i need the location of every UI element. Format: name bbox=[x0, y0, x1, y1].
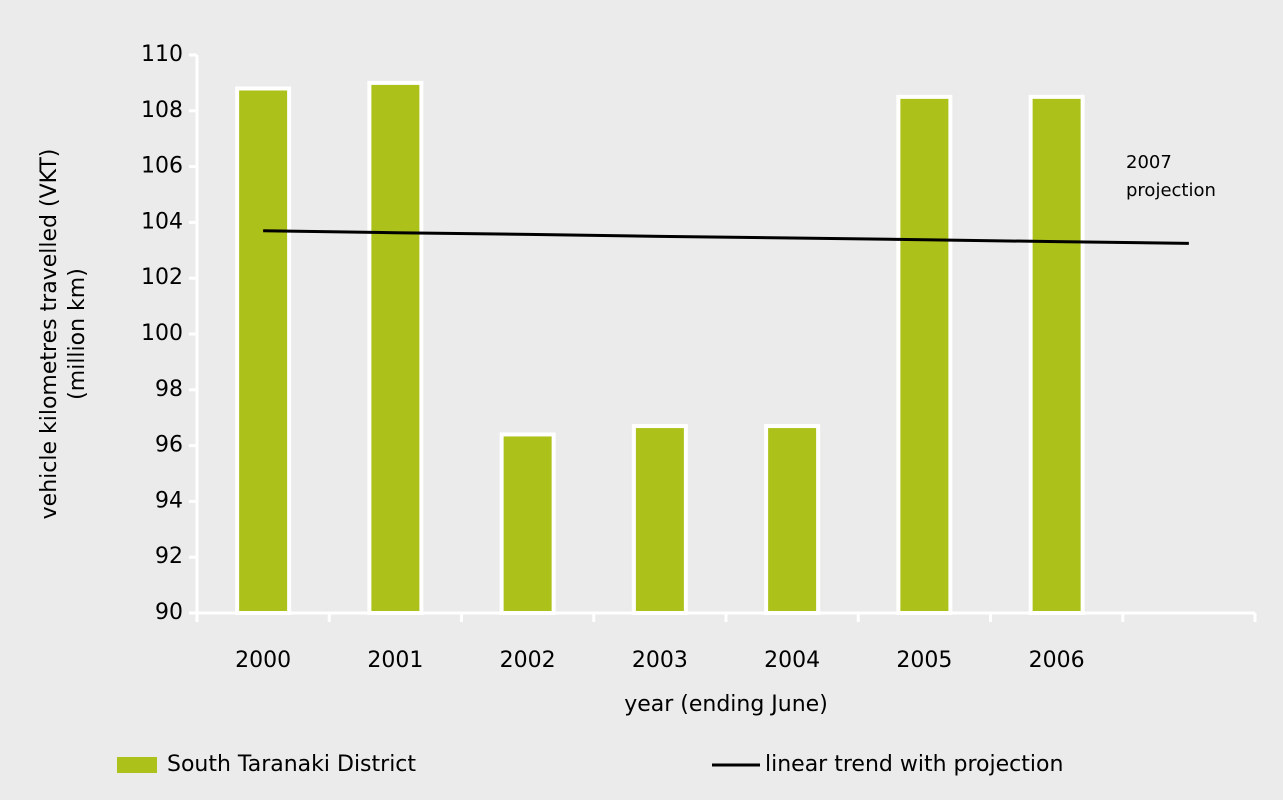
x-tick-label: 2005 bbox=[896, 648, 952, 673]
bar bbox=[1028, 94, 1085, 616]
x-tick-label: 2000 bbox=[235, 648, 291, 673]
bar bbox=[896, 94, 953, 616]
bar bbox=[367, 80, 424, 615]
y-tick-label: 104 bbox=[141, 209, 183, 234]
y-tick-label: 102 bbox=[141, 265, 183, 290]
legend-label: South Taranaki District bbox=[167, 752, 416, 777]
legend-label: linear trend with projection bbox=[765, 752, 1063, 777]
bar bbox=[631, 424, 688, 615]
y-tick-label: 100 bbox=[141, 321, 183, 346]
bar bbox=[235, 86, 292, 616]
y-tick-label: 106 bbox=[141, 154, 183, 179]
y-tick-label: 94 bbox=[155, 488, 183, 513]
y-tick-label: 92 bbox=[155, 544, 183, 569]
y-axis-title: vehicle kilometres travelled (VKT) (mill… bbox=[37, 149, 90, 520]
legend-swatch bbox=[117, 757, 157, 773]
bar bbox=[499, 432, 556, 615]
y-axis-title-line: vehicle kilometres travelled (VKT) bbox=[37, 149, 62, 520]
x-axis-title: year (ending June) bbox=[624, 692, 828, 717]
x-tick-label: 2001 bbox=[367, 648, 423, 673]
bar bbox=[764, 424, 821, 615]
x-tick-label: 2004 bbox=[764, 648, 820, 673]
y-tick-label: 108 bbox=[141, 98, 183, 123]
y-tick-label: 90 bbox=[155, 600, 183, 625]
annotation: 2007 bbox=[1126, 152, 1172, 173]
trend-line bbox=[263, 229, 1189, 245]
x-tick-label: 2002 bbox=[500, 648, 556, 673]
x-tick-label: 2006 bbox=[1029, 648, 1085, 673]
y-axis-title-line: (million km) bbox=[65, 268, 90, 400]
y-tick-label: 110 bbox=[141, 42, 183, 67]
annotation: projection bbox=[1126, 180, 1216, 201]
x-tick-label: 2003 bbox=[632, 648, 688, 673]
y-tick-label: 98 bbox=[155, 377, 183, 402]
y-tick-label: 96 bbox=[155, 433, 183, 458]
